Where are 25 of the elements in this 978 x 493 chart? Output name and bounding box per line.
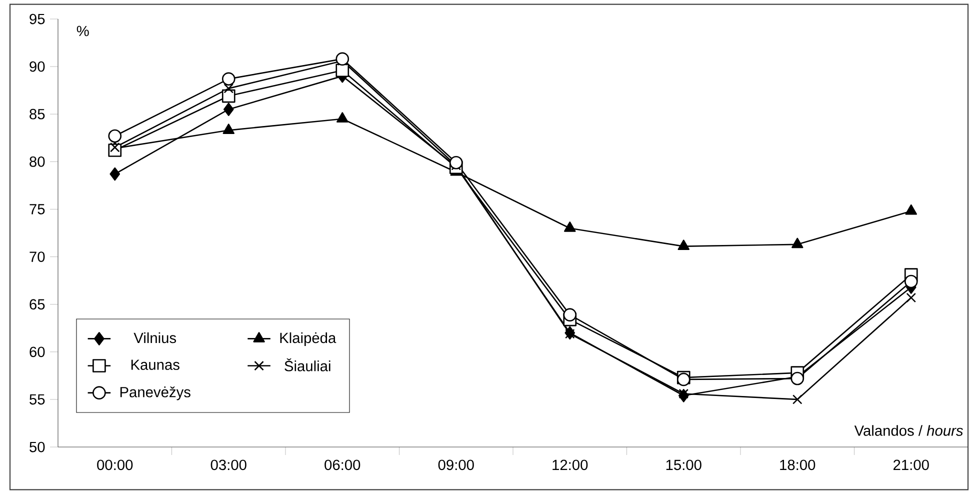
y-tick-label: 80 xyxy=(30,156,45,167)
legend-label: Vilnius xyxy=(134,332,176,344)
y-axis-title: % xyxy=(76,26,89,36)
y-tick-label: 70 xyxy=(30,252,45,262)
x-tick-label: 15:00 xyxy=(666,460,702,470)
y-tick-label: 85 xyxy=(30,108,45,120)
x-tick-label: 21:00 xyxy=(894,460,929,470)
legend-label: Panevėžys xyxy=(120,386,190,400)
y-tick-label: 90 xyxy=(30,61,45,72)
y-tick-label: 65 xyxy=(30,299,45,310)
y-tick-label: 50 xyxy=(30,442,45,452)
x-tick-label: 18:00 xyxy=(780,460,816,470)
x-tick-label: 00:00 xyxy=(97,460,133,470)
x-tick-label: 06:00 xyxy=(324,460,360,470)
y-tick-label: 75 xyxy=(30,204,45,214)
x-axis-title: Valandos / hours xyxy=(854,425,963,436)
x-tick-label: 09:00 xyxy=(438,460,474,470)
y-tick-label: 95 xyxy=(30,14,45,24)
y-tick-label: 55 xyxy=(30,394,45,405)
x-tick-label: 12:00 xyxy=(552,460,588,470)
x-tick-label: 03:00 xyxy=(210,460,246,470)
y-tick-label: 60 xyxy=(30,346,45,358)
legend-label: Klaipėda xyxy=(280,332,336,346)
legend-label: Šiauliai xyxy=(284,358,330,372)
legend-label: Kaunas xyxy=(131,360,180,370)
